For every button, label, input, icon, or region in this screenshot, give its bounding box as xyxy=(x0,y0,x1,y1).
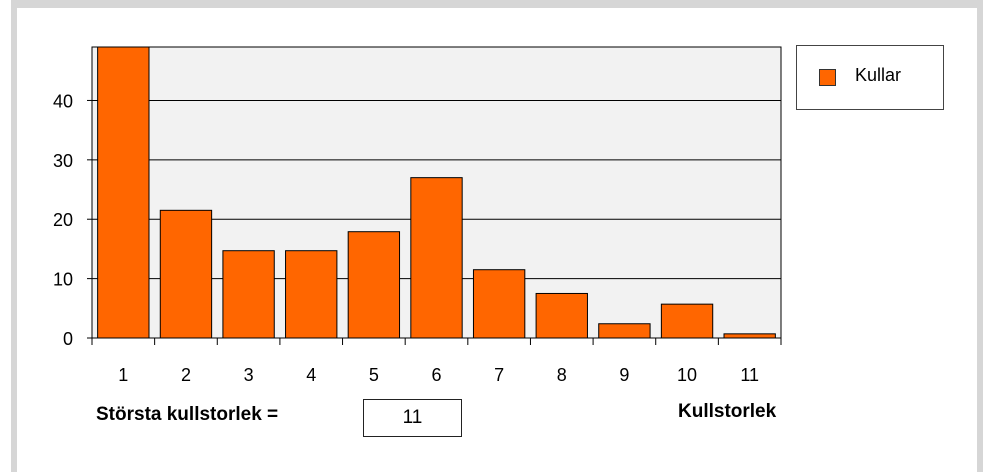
bar xyxy=(472,269,526,339)
max-litter-size-label: Största kullstorlek = xyxy=(96,404,279,425)
y-tick-label: 20 xyxy=(53,210,73,230)
plot-area: 0 10 20 30 40 1 2 3 4 5 6 7 8 9 10 11 xyxy=(53,46,782,385)
x-tick-label: 11 xyxy=(740,365,759,385)
y-tick-label: 40 xyxy=(53,91,73,111)
y-tick-label: 0 xyxy=(63,329,73,349)
x-tick-label: 8 xyxy=(557,365,567,385)
frame-border-right xyxy=(977,8,983,472)
bar xyxy=(723,333,776,339)
bar xyxy=(222,250,275,339)
x-tick-label: 2 xyxy=(181,365,191,385)
legend-swatch-kullar xyxy=(819,69,836,86)
bar xyxy=(97,46,150,339)
max-litter-size-input[interactable] xyxy=(363,399,462,437)
x-tick-label: 4 xyxy=(306,365,316,385)
bar xyxy=(347,231,401,339)
x-tick-label: 5 xyxy=(369,365,379,385)
frame-border-top xyxy=(11,0,983,8)
y-tick-label: 10 xyxy=(53,270,73,290)
bar xyxy=(598,323,651,339)
bar xyxy=(410,177,463,339)
x-axis-label: Kullstorlek xyxy=(678,401,777,422)
x-tick-label: 9 xyxy=(619,365,629,385)
bar xyxy=(285,250,338,339)
bar xyxy=(660,303,714,339)
frame-border-left xyxy=(11,8,17,472)
x-tick-label: 7 xyxy=(494,365,504,385)
legend: Kullar xyxy=(796,45,944,110)
y-tick-label: 30 xyxy=(53,151,73,171)
legend-label-kullar: Kullar xyxy=(855,65,902,85)
x-tick-label: 3 xyxy=(244,365,254,385)
x-tick-label: 6 xyxy=(431,365,441,385)
x-tick-label: 10 xyxy=(677,365,697,385)
bar xyxy=(535,292,588,339)
bar xyxy=(159,209,213,339)
x-tick-label: 1 xyxy=(118,365,128,385)
